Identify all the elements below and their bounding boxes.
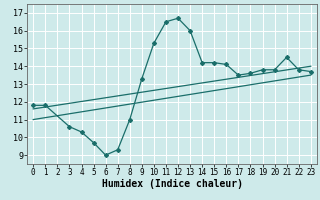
X-axis label: Humidex (Indice chaleur): Humidex (Indice chaleur) bbox=[101, 179, 243, 189]
